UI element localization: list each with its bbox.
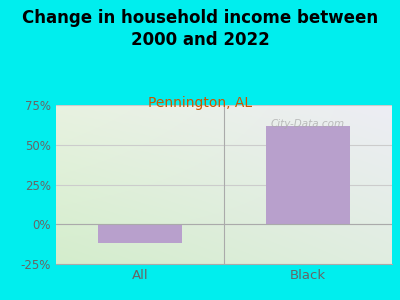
Text: City-Data.com: City-Data.com — [271, 119, 345, 129]
Bar — [266, 126, 350, 224]
Bar — [98, 224, 182, 243]
Text: Change in household income between
2000 and 2022: Change in household income between 2000 … — [22, 9, 378, 49]
Text: Pennington, AL: Pennington, AL — [148, 96, 252, 110]
